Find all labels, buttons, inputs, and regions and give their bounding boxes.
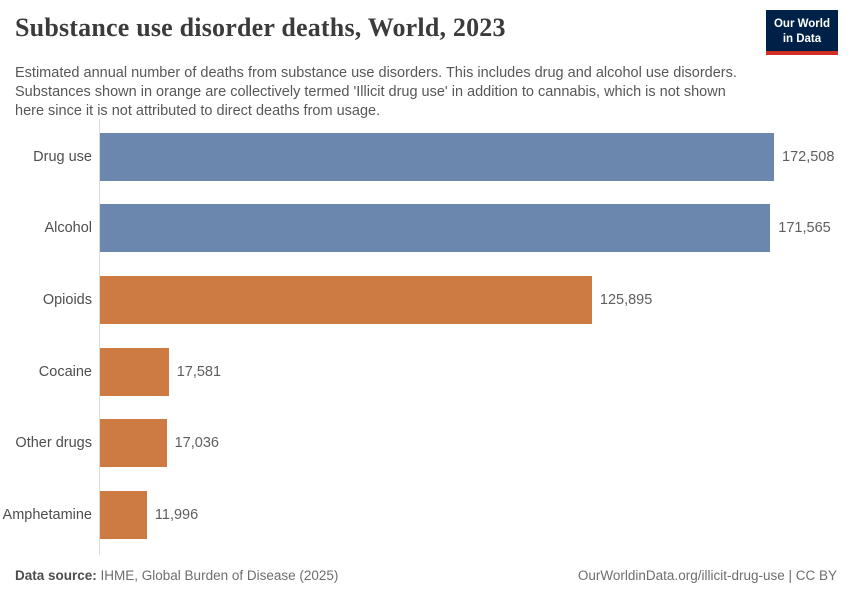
bar-opioids[interactable] xyxy=(100,275,592,324)
subtitle-line: here since it is not attributed to direc… xyxy=(15,103,381,119)
chart-subtitle: Estimated annual number of deaths from s… xyxy=(15,64,737,121)
category-label: Alcohol xyxy=(44,220,92,237)
value-label: 17,036 xyxy=(174,435,219,452)
bar-other-drugs[interactable] xyxy=(100,419,167,468)
owid-logo[interactable]: Our World in Data xyxy=(765,10,838,55)
footer-link[interactable]: OurWorldinData.org/illicit-drug-use | CC… xyxy=(577,568,837,583)
bar-alcohol[interactable] xyxy=(100,204,771,253)
bar-row: Cocaine 17,581 xyxy=(0,336,850,408)
value-label: 171,565 xyxy=(778,220,831,237)
data-source-label: Data source: xyxy=(15,568,97,583)
bar-row: Alcohol 171,565 xyxy=(0,193,850,265)
data-source-text: IHME, Global Burden of Disease (2025) xyxy=(96,568,339,583)
bar-row: Opioids 125,895 xyxy=(0,264,850,336)
bar-track: 17,581 xyxy=(100,336,850,408)
category-label: Cocaine xyxy=(38,363,92,380)
chart-footer: Data source: IHME, Global Burden of Dise… xyxy=(15,568,837,583)
value-label: 11,996 xyxy=(154,506,199,523)
bar-amphetamine[interactable] xyxy=(100,490,147,539)
data-source: Data source: IHME, Global Burden of Dise… xyxy=(15,568,338,583)
owid-logo-line2: in Data xyxy=(782,32,822,45)
value-label: 125,895 xyxy=(599,291,653,308)
bar-cocaine[interactable] xyxy=(100,347,169,396)
bar-drug-use[interactable] xyxy=(100,132,774,181)
bar-track: 171,565 xyxy=(100,193,850,265)
value-label: 172,508 xyxy=(782,148,835,165)
category-label: Other drugs xyxy=(15,435,92,452)
bar-track: 125,895 xyxy=(100,264,850,336)
bar-row: Other drugs 17,036 xyxy=(0,407,850,479)
category-label: Amphetamine xyxy=(2,506,92,523)
bar-chart: Drug use 172,508 Alcohol 171,565 Opioids 125,… xyxy=(0,119,850,555)
bar-row: Amphetamine 11,996 xyxy=(0,479,850,551)
subtitle-line: Estimated annual number of deaths from s… xyxy=(15,65,737,81)
bar-row: Drug use 172,508 xyxy=(0,121,850,193)
category-label: Opioids xyxy=(42,291,92,308)
bar-track: 17,036 xyxy=(100,407,850,479)
page-title: Substance use disorder deaths, World, 20… xyxy=(15,13,506,42)
owid-logo-line1: Our World xyxy=(773,18,830,30)
value-label: 17,581 xyxy=(176,363,222,380)
bar-rows: Drug use 172,508 Alcohol 171,565 Opioids 125,… xyxy=(0,121,850,551)
bar-track: 172,508 xyxy=(100,121,850,193)
category-label: Drug use xyxy=(33,148,92,165)
bar-track: 11,996 xyxy=(100,479,850,551)
y-axis-line xyxy=(99,119,100,555)
subtitle-line: Substances shown in orange are collectiv… xyxy=(15,84,726,100)
